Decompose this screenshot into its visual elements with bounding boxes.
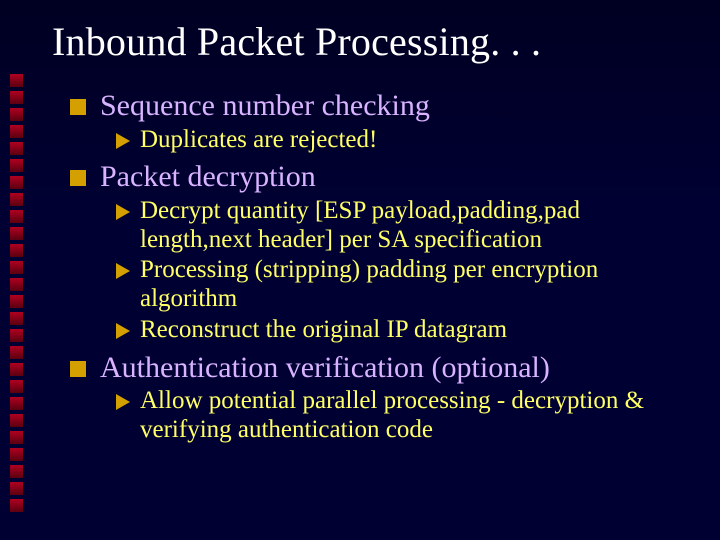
bullet-lvl1-text: Sequence number checking (100, 89, 430, 124)
decoration-square (10, 448, 23, 461)
bullet-lvl2-text: Processing (stripping) padding per encry… (140, 256, 680, 314)
decoration-square (10, 363, 23, 376)
decoration-square (10, 244, 23, 257)
bullet-lvl1-text: Authentication verification (optional) (100, 351, 550, 386)
bullet-lvl2-text: Duplicates are rejected! (140, 126, 377, 155)
decoration-square (10, 499, 23, 512)
decoration-square (10, 431, 23, 444)
slide-title: Inbound Packet Processing. . . (0, 18, 720, 65)
decoration-square (10, 261, 23, 274)
bullet-lvl2: Reconstruct the original IP datagram (116, 316, 680, 345)
decoration-square (10, 74, 23, 87)
square-bullet-icon (70, 170, 86, 186)
decoration-square (10, 465, 23, 478)
bullet-lvl1-text: Packet decryption (100, 160, 316, 195)
sub-bullets: Duplicates are rejected! (70, 126, 680, 155)
decoration-square (10, 380, 23, 393)
arrow-bullet-icon (116, 133, 130, 149)
bullet-lvl2-text: Reconstruct the original IP datagram (140, 316, 507, 345)
decoration-square (10, 125, 23, 138)
bullet-lvl1: Packet decryption (70, 160, 680, 195)
decoration-square (10, 142, 23, 155)
bullet-lvl2: Processing (stripping) padding per encry… (116, 256, 680, 314)
bullet-lvl1: Authentication verification (optional) (70, 351, 680, 386)
decoration-square (10, 329, 23, 342)
decoration-square (10, 159, 23, 172)
arrow-bullet-icon (116, 204, 130, 220)
decoration-square (10, 482, 23, 495)
arrow-bullet-icon (116, 394, 130, 410)
decoration-square (10, 91, 23, 104)
decoration-square (10, 397, 23, 410)
decoration-square (10, 193, 23, 206)
bullet-lvl2: Duplicates are rejected! (116, 126, 680, 155)
bullet-lvl2-text: Decrypt quantity [ESP payload,padding,pa… (140, 197, 680, 255)
square-bullet-icon (70, 99, 86, 115)
slide-content: Sequence number checking Duplicates are … (0, 65, 720, 445)
side-decoration (10, 74, 30, 516)
arrow-bullet-icon (116, 263, 130, 279)
sub-bullets: Allow potential parallel processing - de… (70, 387, 680, 445)
decoration-square (10, 346, 23, 359)
decoration-square (10, 210, 23, 223)
decoration-square (10, 108, 23, 121)
bullet-lvl2: Decrypt quantity [ESP payload,padding,pa… (116, 197, 680, 255)
decoration-square (10, 414, 23, 427)
decoration-square (10, 176, 23, 189)
square-bullet-icon (70, 361, 86, 377)
bullet-lvl1: Sequence number checking (70, 89, 680, 124)
arrow-bullet-icon (116, 323, 130, 339)
bullet-lvl2: Allow potential parallel processing - de… (116, 387, 680, 445)
decoration-square (10, 312, 23, 325)
decoration-square (10, 295, 23, 308)
decoration-square (10, 227, 23, 240)
decoration-square (10, 278, 23, 291)
bullet-lvl2-text: Allow potential parallel processing - de… (140, 387, 680, 445)
slide: Inbound Packet Processing. . . Sequence … (0, 0, 720, 540)
sub-bullets: Decrypt quantity [ESP payload,padding,pa… (70, 197, 680, 345)
